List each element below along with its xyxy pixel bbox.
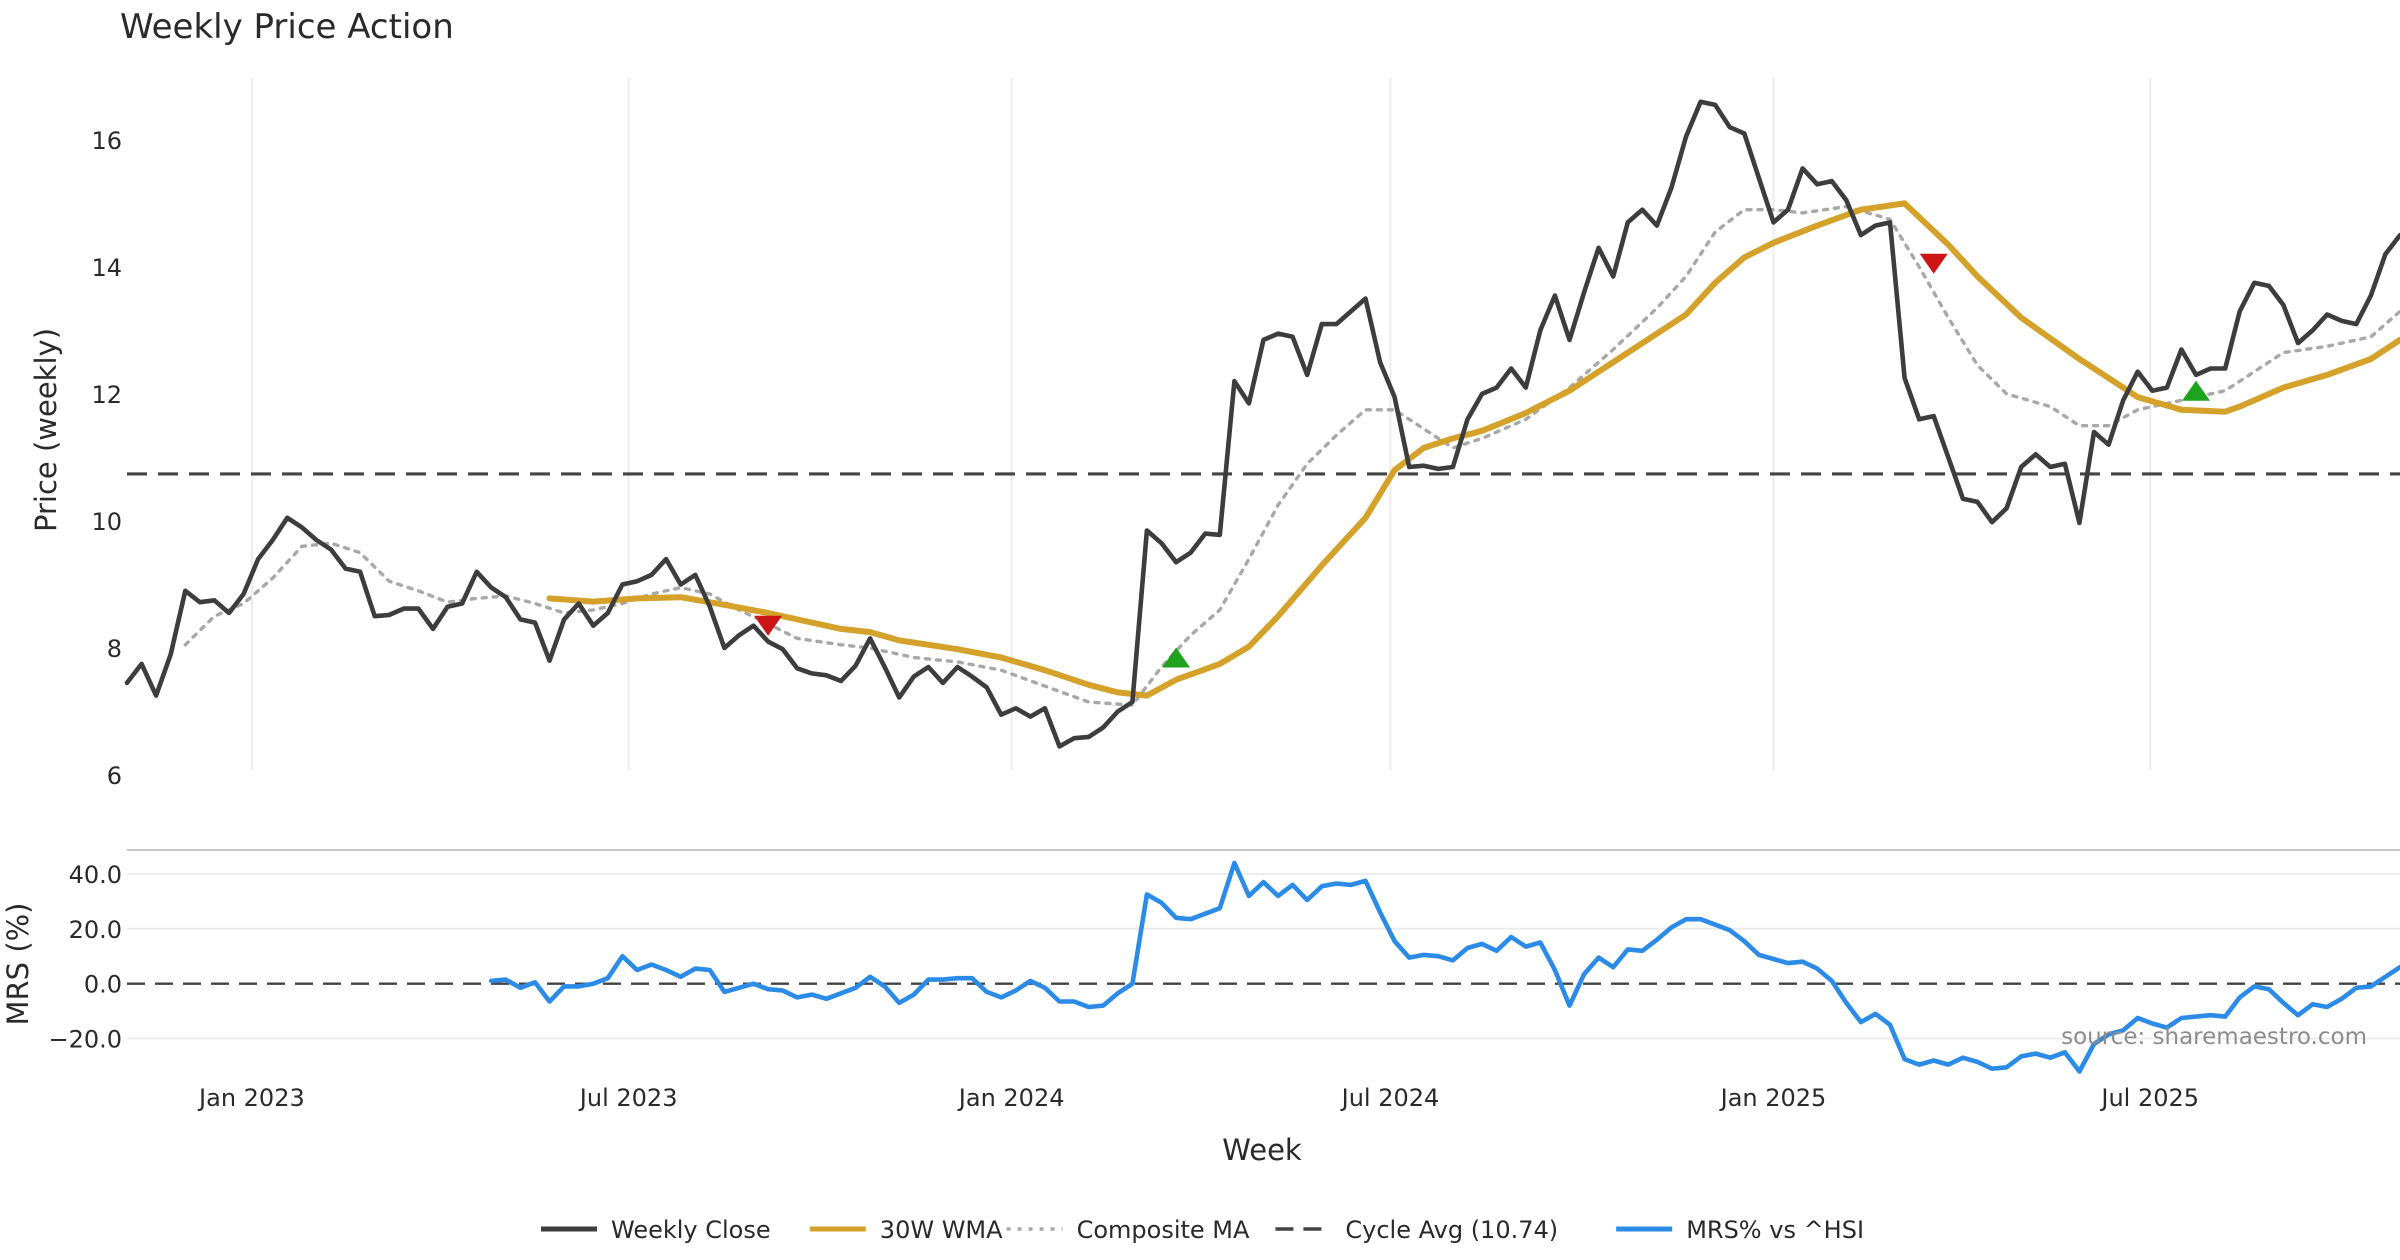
price-series <box>124 99 2400 749</box>
legend-label: Weekly Close <box>611 1216 771 1244</box>
legend-label: Composite MA <box>1077 1216 1250 1244</box>
legend-label: Cycle Avg (10.74) <box>1345 1216 1558 1244</box>
legend-item: MRS% vs ^HSI <box>1616 1216 1864 1244</box>
x-tick-label: Jan 2025 <box>1719 1084 1827 1112</box>
price-y-tick-label: 10 <box>91 508 122 536</box>
x-axis-label: Week <box>1222 1133 1302 1167</box>
mrs-grid <box>127 872 2400 1040</box>
signal-markers <box>754 253 2211 668</box>
sell-signal-marker <box>754 615 783 636</box>
price-y-ticks: 6 8 10 12 14 16 <box>91 127 122 790</box>
x-tick-label: Jan 2024 <box>957 1084 1065 1112</box>
legend-item: Cycle Avg (10.74) <box>1275 1216 1558 1244</box>
buy-signal-marker <box>2182 380 2211 401</box>
mrs-y-ticks: −20.0 0.0 20.0 40.0 <box>48 861 122 1054</box>
mrs-y-tick-label: 40.0 <box>69 861 122 889</box>
sell-signal-marker <box>1919 253 1948 274</box>
price-y-tick-label: 6 <box>107 762 122 790</box>
x-ticks: Jan 2023 Jul 2023 Jan 2024 Jul 2024 Jan 2025… <box>197 1084 2199 1112</box>
x-tick-label: Jan 2023 <box>197 1084 305 1112</box>
mrs-panel: −20.0 0.0 20.0 40.0 MRS (%) source: sharema… <box>1 849 2400 1074</box>
mrs-y-tick-label: 20.0 <box>69 916 122 944</box>
legend-item: Composite MA <box>1006 1216 1250 1244</box>
price-y-tick-label: 8 <box>107 635 122 663</box>
legend-item: Weekly Close <box>541 1216 771 1244</box>
legend-item: 30W WMA <box>809 1216 1003 1244</box>
weekly-close-line <box>124 99 2400 749</box>
x-tick-label: Jul 2024 <box>1340 1084 1440 1112</box>
price-y-tick-label: 12 <box>91 381 122 409</box>
x-tick-label: Jul 2023 <box>578 1084 678 1112</box>
legend-label: 30W WMA <box>880 1216 1003 1244</box>
source-note: source: sharemaestro.com <box>2061 1024 2367 1050</box>
legend-label: MRS% vs ^HSI <box>1686 1216 1864 1244</box>
price-y-axis-label: Price (weekly) <box>29 328 63 532</box>
chart-title: Weekly Price Action <box>120 7 454 47</box>
mrs-vs-hsi-line <box>488 860 2400 1074</box>
x-tick-label: Jul 2025 <box>2099 1084 2199 1112</box>
mrs-series <box>488 860 2400 1074</box>
price-y-tick-label: 16 <box>91 127 122 155</box>
mrs-y-axis-label: MRS (%) <box>1 903 35 1026</box>
legend: Weekly Close 30W WMA Composite MA Cycle Avg… <box>541 1216 1864 1244</box>
30w-wma-line <box>546 200 2400 699</box>
mrs-y-tick-label: −20.0 <box>48 1026 122 1054</box>
mrs-y-tick-label: 0.0 <box>84 971 122 999</box>
buy-signal-marker <box>1162 647 1191 668</box>
composite-ma-line <box>183 204 2400 707</box>
price-panel: 6 8 10 12 14 16 Price (weekly) <box>29 78 2400 790</box>
price-y-tick-label: 14 <box>91 254 122 282</box>
price-grid <box>250 78 2152 770</box>
